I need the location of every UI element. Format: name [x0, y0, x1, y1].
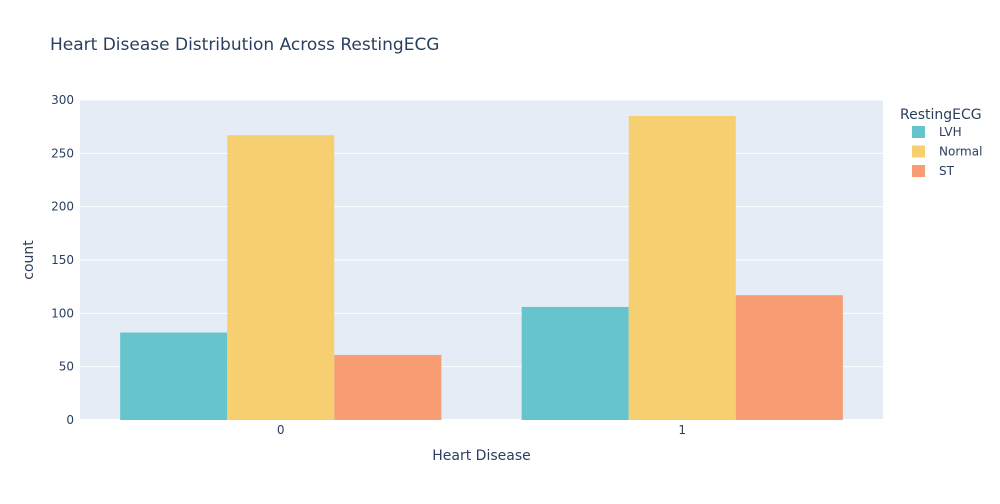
y-axis-title: count — [21, 240, 37, 280]
y-tick-label: 50 — [59, 360, 74, 374]
x-tick-label: 1 — [678, 423, 686, 437]
chart-title: Heart Disease Distribution Across Restin… — [50, 35, 439, 55]
legend-swatch-lvh[interactable] — [912, 126, 925, 138]
y-axis-ticks: 0 50 100 150 200 250 300 — [51, 93, 74, 427]
legend-label-st[interactable]: ST — [939, 164, 955, 178]
y-tick-label: 200 — [51, 200, 74, 214]
legend: RestingECG LVH Normal ST — [900, 107, 982, 178]
bar-lvh-0[interactable] — [120, 332, 228, 420]
bars — [120, 116, 843, 420]
y-tick-label: 300 — [51, 93, 74, 107]
bar-normal-0[interactable] — [227, 135, 335, 420]
legend-label-lvh[interactable]: LVH — [939, 125, 962, 139]
x-axis-title: Heart Disease — [432, 448, 530, 464]
bar-lvh-1[interactable] — [521, 306, 629, 420]
y-tick-label: 0 — [66, 413, 74, 427]
legend-title: RestingECG — [900, 107, 982, 123]
bar-st-0[interactable] — [334, 354, 442, 420]
bar-st-1[interactable] — [735, 295, 843, 420]
y-tick-label: 150 — [51, 253, 74, 267]
legend-swatch-st[interactable] — [912, 165, 925, 177]
legend-label-normal[interactable]: Normal — [939, 145, 982, 159]
x-tick-label: 0 — [277, 423, 285, 437]
y-tick-label: 100 — [51, 306, 74, 320]
plot-area — [80, 99, 883, 421]
y-tick-label: 250 — [51, 146, 74, 160]
legend-swatch-normal[interactable] — [912, 145, 925, 158]
bar-normal-1[interactable] — [628, 116, 736, 420]
